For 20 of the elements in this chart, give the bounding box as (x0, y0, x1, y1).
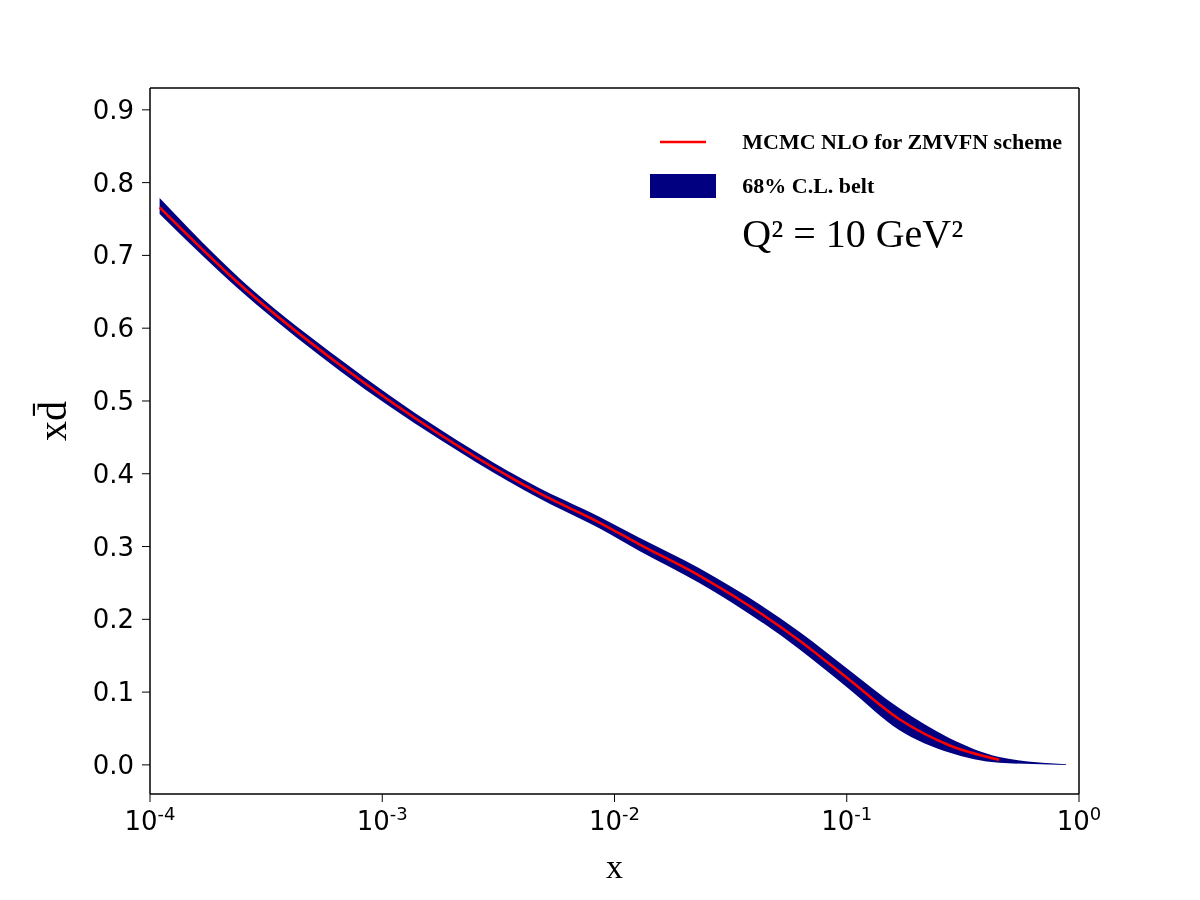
annotation: Q² = 10 GeV² (742, 210, 965, 257)
y-tick-label: 0.3 (92, 531, 134, 562)
legend-label: 68% C.L. belt (742, 173, 875, 199)
y-tick-label: 0.8 (92, 167, 134, 198)
x-tick-label: 10$^{-4}$ (124, 802, 176, 836)
y-tick-label: 0.0 (92, 749, 134, 780)
y-tick-label: 0.5 (92, 385, 134, 416)
x-tick-label: 10$^{0}$ (1056, 802, 1102, 836)
x-tick-label: 10$^{-1}$ (821, 802, 873, 836)
y-tick-label: 0.4 (92, 458, 134, 489)
y-tick-label: 0.1 (92, 677, 134, 708)
x-axis-title: x (606, 848, 623, 885)
x-tick-label: 10$^{-3}$ (356, 802, 408, 836)
y-axis-title: xd̄ (30, 401, 76, 441)
y-tick-label: 0.2 (92, 604, 134, 635)
y-tick-label: 0.6 (92, 313, 134, 344)
y-tick-label: 0.9 (92, 94, 134, 125)
y-tick-label: 0.7 (92, 240, 134, 271)
x-tick-label: 10$^{-2}$ (588, 802, 641, 836)
legend-label: MCMC NLO for ZMVFN scheme (742, 129, 1062, 155)
